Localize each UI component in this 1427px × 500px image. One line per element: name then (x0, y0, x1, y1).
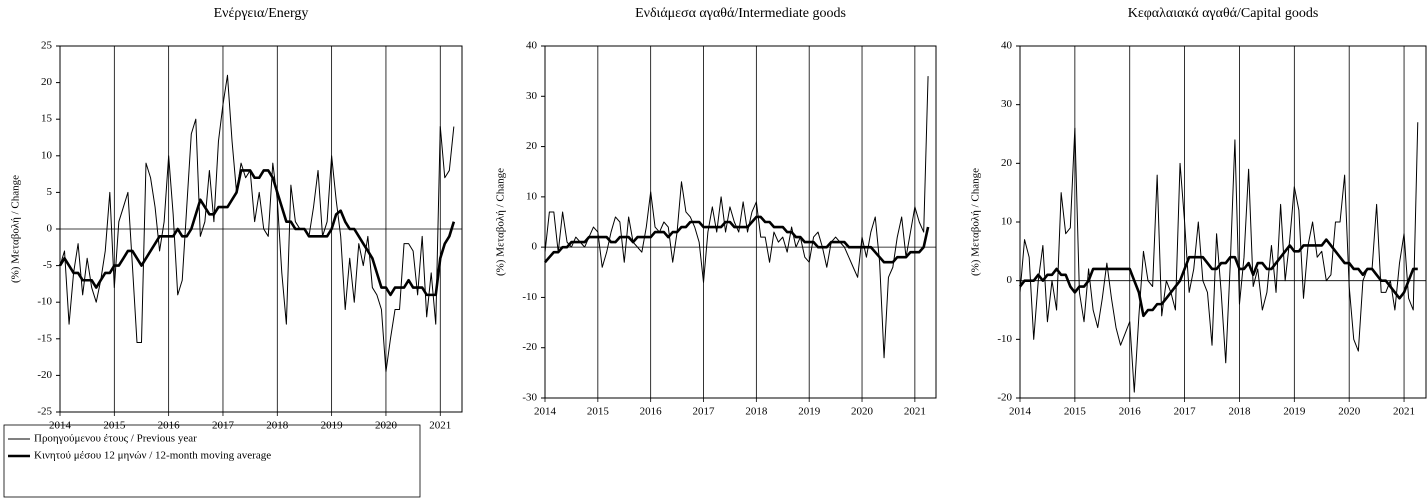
y-tick-label: -25 (37, 406, 52, 418)
x-tick-label: 2016 (640, 406, 663, 418)
series-line (1019, 122, 1419, 393)
x-tick-label: 2015 (103, 420, 126, 432)
y-axis-label: (%) Μεταβολή / Change (970, 168, 982, 276)
x-tick-label: 2020 (851, 406, 874, 418)
y-tick-label: 30 (1001, 98, 1013, 110)
x-tick-label: 2017 (1174, 406, 1197, 418)
x-tick-label: 2018 (745, 406, 768, 418)
x-tick-label: 2015 (1064, 406, 1087, 418)
y-tick-label: -15 (37, 332, 52, 344)
y-tick-label: 0 (1007, 274, 1013, 286)
y-axis-label: (%) Μεταβολή / Change (10, 175, 22, 283)
x-tick-label: 2020 (1338, 406, 1361, 418)
y-tick-label: -20 (522, 341, 537, 353)
x-tick-label: 2016 (1119, 406, 1142, 418)
x-tick-label: 2020 (375, 420, 398, 432)
legend-label: Προηγούμενου έτους / Previous year (34, 433, 197, 445)
y-tick-label: -20 (997, 392, 1012, 404)
chart-title: Κεφαλαιακά αγαθά/Capital goods (1128, 6, 1319, 21)
y-tick-label: 30 (526, 90, 538, 102)
chart-title: Ενδιάμεσα αγαθά/Intermediate goods (635, 6, 846, 21)
x-tick-label: 2014 (534, 406, 557, 418)
y-tick-label: -5 (43, 259, 53, 271)
plot-frame (1019, 45, 1427, 399)
x-tick-label: 2019 (798, 406, 821, 418)
x-tick-label: 2014 (49, 420, 72, 432)
series-line (544, 215, 930, 264)
x-tick-label: 2019 (321, 420, 344, 432)
x-tick-label: 2019 (1283, 406, 1306, 418)
y-tick-label: 5 (47, 186, 53, 198)
x-tick-label: 2018 (266, 420, 289, 432)
y-tick-label: 10 (526, 190, 538, 202)
x-tick-label: 2017 (212, 420, 235, 432)
y-tick-label: -10 (522, 291, 537, 303)
series-line (59, 74, 455, 373)
series-line (58, 169, 456, 297)
y-tick-label: 15 (41, 113, 53, 125)
x-tick-label: 2021 (1393, 406, 1415, 418)
y-tick-label: 10 (1001, 216, 1013, 228)
chart-title: Ενέργεια/Energy (214, 6, 309, 21)
y-tick-label: -20 (37, 369, 52, 381)
legend-label: Κινητού μέσου 12 μηνών / 12-month moving… (34, 450, 271, 462)
y-tick-label: -10 (997, 333, 1012, 345)
x-tick-label: 2021 (904, 406, 926, 418)
x-tick-label: 2018 (1228, 406, 1251, 418)
y-tick-label: 0 (47, 223, 53, 235)
y-tick-label: -10 (37, 296, 52, 308)
y-tick-label: 20 (1001, 157, 1013, 169)
x-tick-label: 2015 (587, 406, 610, 418)
legend-box (3, 424, 421, 498)
y-tick-label: 20 (41, 76, 53, 88)
series-line (544, 76, 929, 359)
x-tick-label: 2014 (1009, 406, 1032, 418)
x-tick-label: 2021 (429, 420, 451, 432)
y-tick-label: 40 (526, 40, 538, 52)
y-tick-label: 25 (41, 40, 53, 52)
series-line (1018, 238, 1418, 318)
y-tick-label: 40 (1001, 40, 1013, 52)
y-axis-label: (%) Μεταβολή / Change (495, 168, 507, 276)
x-tick-label: 2017 (693, 406, 716, 418)
y-tick-label: 10 (41, 149, 53, 161)
y-tick-label: 20 (526, 140, 538, 152)
plot-frame (59, 45, 463, 413)
x-tick-label: 2016 (158, 420, 181, 432)
y-tick-label: -30 (522, 392, 537, 404)
plot-frame (544, 45, 937, 399)
y-tick-label: 0 (532, 241, 538, 253)
